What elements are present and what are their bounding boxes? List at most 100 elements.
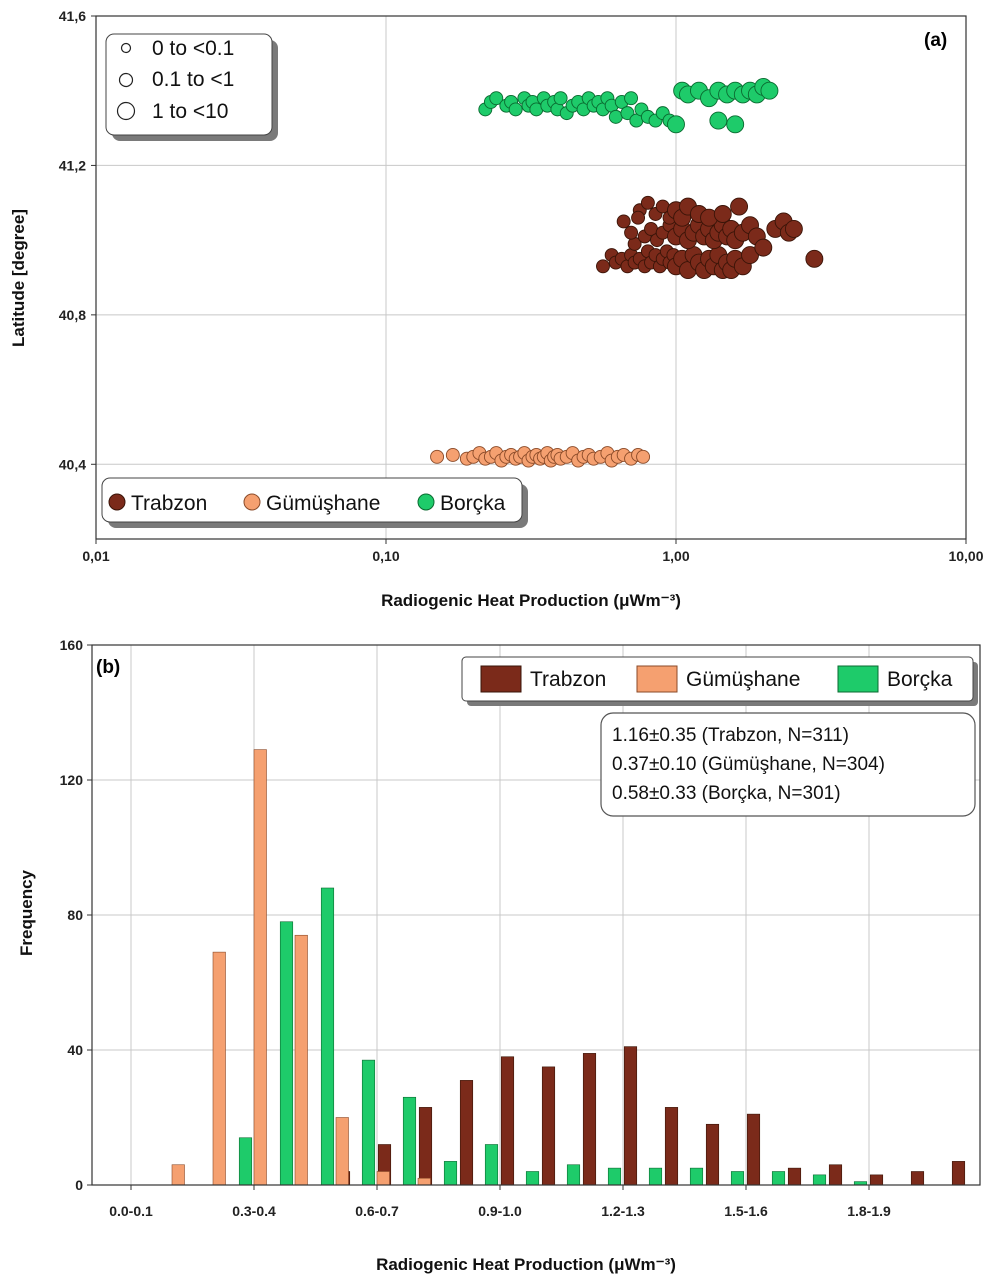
- histogram-bar-trabzon: [459, 1080, 474, 1186]
- histogram-bar-trabzon: [828, 1164, 843, 1186]
- histogram-bar-borcka: [443, 1161, 458, 1186]
- scatter-point-trabzon: [713, 205, 732, 223]
- scatter-y-tick-label: 40,4: [59, 456, 86, 472]
- histogram-bar-borcka: [607, 1167, 622, 1186]
- histogram-bar-trabzon: [787, 1167, 802, 1186]
- scatter-chart: 40,4 40,8 41,2 41,6 0,01 0,10 1,00 10,00 (a) R…: [9, 8, 984, 610]
- histogram-bar-borcka: [525, 1171, 540, 1186]
- scatter-point-trabzon: [640, 195, 655, 210]
- scatter-x-tick-label: 10,00: [948, 548, 983, 564]
- scatter-y-ticks: 40,4 40,8 41,2 41,6: [59, 8, 96, 472]
- histogram-bar-gumushane: [417, 1177, 431, 1186]
- scatter-point-gumushane: [445, 447, 460, 462]
- histogram-y-axis-label: Frequency: [17, 869, 36, 956]
- scatter-y-tick-label: 41,2: [59, 157, 86, 173]
- scatter-point-trabzon: [631, 210, 646, 225]
- histogram-bar-trabzon: [500, 1056, 515, 1186]
- scatter-point-borcka: [624, 91, 639, 106]
- histogram-x-tick-label: 1.2-1.3: [601, 1203, 645, 1219]
- size-legend-entry: 0 to <0.1: [152, 37, 234, 60]
- legend-label-gumushane: Gümüşhane: [266, 492, 380, 515]
- scatter-point-gumushane: [430, 449, 445, 464]
- histogram-bar-borcka: [812, 1174, 827, 1186]
- legend-swatch-trabzon: [480, 665, 522, 693]
- histogram-bar-trabzon: [623, 1046, 638, 1186]
- legend-label-trabzon: Trabzon: [530, 668, 606, 691]
- histogram-bar-gumushane: [253, 749, 267, 1186]
- scatter-point-trabzon: [754, 238, 773, 257]
- size-legend-marker-large: [116, 101, 136, 121]
- statistics-box: 1.16±0.35 (Trabzon, N=311) 0.37±0.10 (Gü…: [600, 712, 976, 817]
- histogram-bar-gumushane: [212, 951, 226, 1186]
- stat-line-trabzon: 1.16±0.35 (Trabzon, N=311): [612, 725, 849, 746]
- size-legend-marker-small: [120, 42, 132, 54]
- histogram-chart: 0 40 80 120 160 0.0-0.1 0.3-0.4 0.6-0.7 0.9-1.0…: [17, 637, 981, 1274]
- size-legend-marker-medium: [118, 72, 134, 88]
- histogram-y-tick-label: 40: [67, 1042, 83, 1058]
- histogram-y-tick-label: 80: [67, 907, 83, 923]
- scatter-y-axis-label: Latitude [degree]: [9, 209, 28, 347]
- histogram-x-tick-label: 0.6-0.7: [355, 1203, 399, 1219]
- scatter-x-ticks: 0,01 0,10 1,00 10,00: [82, 539, 984, 564]
- scatter-point-trabzon: [805, 249, 824, 268]
- size-legend: 0 to <0.1 0.1 to <1 1 to <10: [105, 33, 278, 141]
- histogram-bar-gumushane: [171, 1164, 185, 1186]
- histogram-bar-borcka: [279, 921, 294, 1186]
- histogram-bar-gumushane: [294, 934, 308, 1186]
- histogram-x-ticks: 0.0-0.1 0.3-0.4 0.6-0.7 0.9-1.0 1.2-1.3 1.5-1…: [109, 1185, 891, 1219]
- histogram-legend: Trabzon Gümüşhane Borçka: [461, 656, 978, 706]
- scatter-point-trabzon: [624, 225, 639, 240]
- scatter-point-borcka: [709, 111, 728, 130]
- histogram-bar-gumushane: [335, 1117, 349, 1186]
- scatter-point-borcka: [508, 102, 523, 117]
- legend-marker-trabzon: [108, 493, 126, 511]
- legend-label-borcka: Borçka: [440, 492, 506, 515]
- histogram-x-tick-label: 1.5-1.6: [724, 1203, 768, 1219]
- histogram-bar-borcka: [689, 1167, 704, 1186]
- size-legend-entry: 1 to <10: [152, 100, 228, 123]
- scatter-point-borcka: [726, 115, 745, 134]
- histogram-bar-trabzon: [541, 1066, 556, 1186]
- scatter-point-gumushane: [636, 449, 651, 464]
- histogram-bar-borcka: [238, 1137, 253, 1186]
- histogram-bar-trabzon: [582, 1053, 597, 1186]
- series-legend: Trabzon Gümüşhane Borçka: [101, 477, 528, 528]
- scatter-points: [430, 78, 824, 468]
- histogram-bar-borcka: [320, 887, 335, 1186]
- scatter-y-tick-label: 41,6: [59, 8, 86, 24]
- histogram-bar-trabzon: [705, 1123, 720, 1186]
- histogram-bar-trabzon: [951, 1161, 966, 1186]
- scatter-point-trabzon: [596, 259, 610, 274]
- scatter-point-borcka: [620, 106, 635, 121]
- scatter-point-borcka: [553, 91, 568, 106]
- legend-label-trabzon: Trabzon: [131, 492, 207, 515]
- histogram-frame: [91, 644, 981, 1186]
- histogram-bar-trabzon: [746, 1113, 761, 1186]
- scatter-point-trabzon: [730, 197, 749, 216]
- histogram-y-ticks: 0 40 80 120 160: [60, 637, 92, 1193]
- histogram-y-tick-label: 160: [60, 637, 84, 653]
- histogram-bar-borcka: [402, 1096, 417, 1186]
- histogram-bar-borcka: [361, 1059, 376, 1186]
- histogram-bar-borcka: [771, 1171, 786, 1186]
- histogram-x-tick-label: 0.0-0.1: [109, 1203, 153, 1219]
- stat-line-borcka: 0.58±0.33 (Borçka, N=301): [612, 783, 841, 804]
- size-legend-entry: 0.1 to <1: [152, 68, 234, 91]
- histogram-bar-borcka: [566, 1164, 581, 1186]
- histogram-y-tick-label: 0: [75, 1177, 83, 1193]
- histogram-bars: [171, 749, 966, 1186]
- scatter-x-axis-label: Radiogenic Heat Production (μWm⁻³): [381, 591, 681, 610]
- scatter-y-tick-label: 40,8: [59, 307, 86, 323]
- histogram-bar-borcka: [730, 1171, 745, 1186]
- histogram-bar-trabzon: [664, 1107, 679, 1186]
- histogram-bar-borcka: [484, 1144, 499, 1186]
- panel-label-a: (a): [924, 30, 947, 51]
- histogram-bar-trabzon: [418, 1107, 433, 1186]
- legend-label-borcka: Borçka: [887, 668, 953, 691]
- scatter-point-borcka: [667, 115, 685, 134]
- histogram-x-tick-label: 1.8-1.9: [847, 1203, 891, 1219]
- scatter-point-borcka: [489, 91, 504, 106]
- legend-swatch-borcka: [837, 665, 879, 693]
- scatter-point-trabzon: [784, 219, 803, 238]
